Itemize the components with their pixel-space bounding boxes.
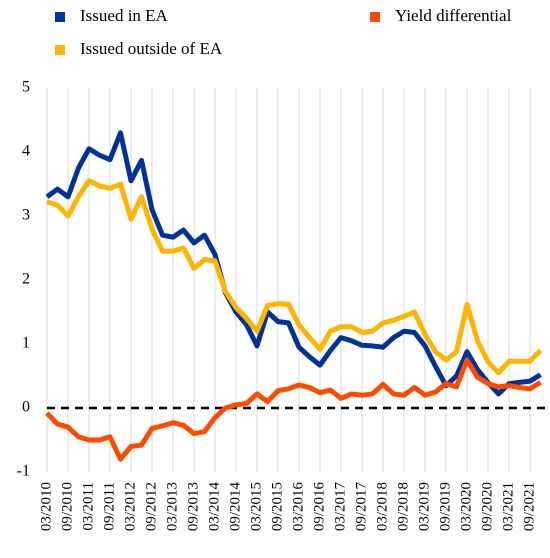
legend-swatch	[55, 12, 65, 22]
x-tick-label: 03/2014	[206, 482, 222, 532]
x-tick-label: 03/2013	[164, 482, 180, 531]
x-tick-label: 09/2011	[101, 482, 117, 531]
x-tick-label: 03/2017	[332, 482, 348, 532]
x-tick-label: 03/2018	[374, 482, 390, 531]
x-tick-label: 09/2018	[395, 482, 411, 531]
x-tick-label: 03/2012	[122, 482, 138, 531]
x-tick-label: 09/2013	[185, 482, 201, 531]
series-line	[46, 178, 543, 376]
legend-label: Issued in EA	[80, 6, 169, 25]
x-tick-label: 03/2021	[500, 482, 516, 531]
series-line	[45, 357, 542, 462]
y-tick-label: 4	[22, 143, 30, 160]
y-tick-label: 0	[22, 399, 30, 416]
legend-label: Issued outside of EA	[80, 39, 223, 58]
x-tick-label: 09/2010	[59, 482, 75, 531]
legend-swatch	[55, 45, 65, 55]
y-tick-label: 3	[22, 207, 30, 224]
x-tick-label: 09/2015	[269, 482, 285, 531]
x-tick-label: 03/2011	[80, 482, 96, 531]
x-tick-label: 03/2020	[458, 482, 474, 531]
x-tick-label: 03/2010	[38, 482, 54, 531]
y-tick-label: 5	[22, 79, 30, 96]
legend-swatch	[370, 12, 380, 22]
series-line	[45, 130, 542, 397]
x-tick-label: 09/2017	[353, 482, 369, 532]
x-tick-label: 03/2019	[416, 482, 432, 531]
x-tick-label: 03/2015	[248, 482, 264, 531]
x-tick-label: 09/2019	[437, 482, 453, 531]
y-tick-label: 1	[22, 335, 30, 352]
x-tick-label: 09/2020	[479, 482, 495, 531]
x-tick-label: 09/2012	[143, 482, 159, 531]
x-tick-label: 03/2016	[290, 482, 306, 532]
x-tick-label: 09/2021	[521, 482, 537, 531]
y-tick-label: 2	[22, 271, 30, 288]
x-tick-label: 09/2016	[311, 482, 327, 532]
x-tick-label: 09/2014	[227, 482, 243, 532]
y-tick-label: -1	[17, 463, 30, 480]
legend-label: Yield differential	[395, 6, 512, 25]
